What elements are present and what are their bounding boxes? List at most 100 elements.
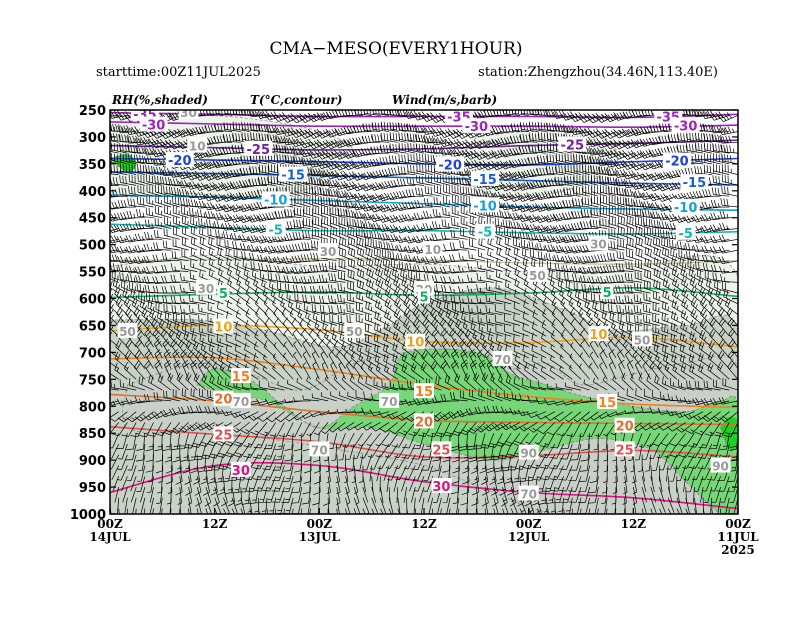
wind-barb <box>309 508 311 514</box>
wind-barb <box>726 307 738 326</box>
wind-barb <box>321 205 337 219</box>
wind-barb <box>666 409 686 417</box>
wind-barb <box>385 443 399 458</box>
wind-barb <box>121 476 128 492</box>
wind-barb <box>292 508 294 514</box>
wind-barb <box>199 388 215 402</box>
wind-barb <box>291 476 303 494</box>
wind-barb <box>687 259 704 272</box>
wind-barb <box>420 361 433 380</box>
wind-barb <box>608 303 625 316</box>
wind-barb <box>143 243 163 252</box>
wind-barb <box>424 153 442 165</box>
wind-barb <box>168 139 189 150</box>
wind-barb <box>539 443 556 459</box>
wind-barb <box>558 465 573 481</box>
wind-barb <box>309 275 329 284</box>
plot-area: 301010303030505050503070707070709090 -35… <box>109 109 739 515</box>
wind-barb <box>349 373 364 391</box>
wind-barb <box>116 465 128 481</box>
wind-barb <box>648 148 669 158</box>
wind-barb <box>372 239 390 251</box>
temp-label--10-2: -10 <box>674 201 698 216</box>
temp-label--15-2: -15 <box>683 176 707 191</box>
wind-barb <box>126 433 137 451</box>
wind-barb <box>429 307 442 326</box>
wind-barb <box>529 379 547 391</box>
wind-barb <box>580 338 590 359</box>
wind-barb <box>504 227 520 240</box>
wind-barb <box>189 207 206 219</box>
wind-barb <box>681 276 695 294</box>
wind-barb <box>168 329 181 348</box>
wind-barb <box>251 268 268 283</box>
wind-barb <box>430 127 451 137</box>
wind-barb <box>153 294 172 305</box>
wind-barb <box>300 276 320 284</box>
wind-barb <box>373 247 390 262</box>
wind-barb <box>541 331 555 348</box>
rh-label-bg-1 <box>187 137 208 153</box>
temp-label-bg-15-1 <box>414 383 434 399</box>
wind-barb <box>144 360 154 380</box>
wind-barb <box>718 307 730 326</box>
wind-barb <box>539 454 556 470</box>
wind-barb <box>401 352 416 369</box>
wind-barb <box>230 168 250 178</box>
wind-barb <box>191 332 207 348</box>
wind-barb <box>660 229 677 240</box>
wind-barb <box>510 465 521 483</box>
wind-barb <box>666 422 686 432</box>
wind-barb <box>119 272 137 283</box>
wind-barb <box>400 268 416 283</box>
wind-barb <box>626 226 643 240</box>
wind-barb <box>125 126 145 136</box>
wind-barb <box>199 258 215 272</box>
y-tick-label-350: 350 <box>79 158 106 173</box>
wind-barb <box>680 321 695 337</box>
wind-barb <box>185 476 193 496</box>
wind-barb <box>425 163 442 175</box>
wind-barb <box>110 207 111 208</box>
wind-barb <box>500 148 520 158</box>
wind-barb <box>571 508 573 514</box>
wind-barb <box>245 319 259 337</box>
wind-barb <box>643 292 660 305</box>
wind-barb <box>653 246 669 262</box>
wind-barb <box>170 338 181 358</box>
wind-barb <box>369 203 390 213</box>
wind-barb <box>356 302 372 316</box>
wind-barb <box>168 128 189 139</box>
wind-barb <box>273 307 285 326</box>
wind-barb <box>185 339 198 359</box>
wind-barb <box>575 289 590 305</box>
wind-barb <box>487 247 503 262</box>
wind-barb <box>292 465 303 483</box>
wind-barb <box>602 433 608 451</box>
wind-barb <box>721 174 738 186</box>
wind-barb <box>345 408 363 414</box>
wind-barb <box>513 237 529 251</box>
wind-barb <box>430 256 451 264</box>
wind-barb <box>134 349 146 369</box>
wind-barb <box>718 339 730 359</box>
wind-barb <box>650 465 653 482</box>
wind-barb <box>354 219 372 229</box>
rh-label-bg-13 <box>379 392 400 408</box>
wind-barb <box>634 422 651 432</box>
wind-barb <box>546 422 564 436</box>
wind-barb <box>631 126 651 136</box>
wind-barb <box>415 175 433 186</box>
wind-barb <box>447 318 460 337</box>
wind-barb <box>319 304 337 316</box>
wind-barb <box>318 285 337 294</box>
rh-label-13: 70 <box>381 395 398 409</box>
wind-barb <box>570 342 582 359</box>
wind-barb <box>282 127 303 137</box>
wind-barb <box>283 233 302 241</box>
wind-barb <box>259 422 276 437</box>
wind-barb <box>178 422 198 433</box>
wind-barb <box>626 359 634 380</box>
wind-barb <box>597 276 616 284</box>
wind-barb <box>485 282 503 294</box>
